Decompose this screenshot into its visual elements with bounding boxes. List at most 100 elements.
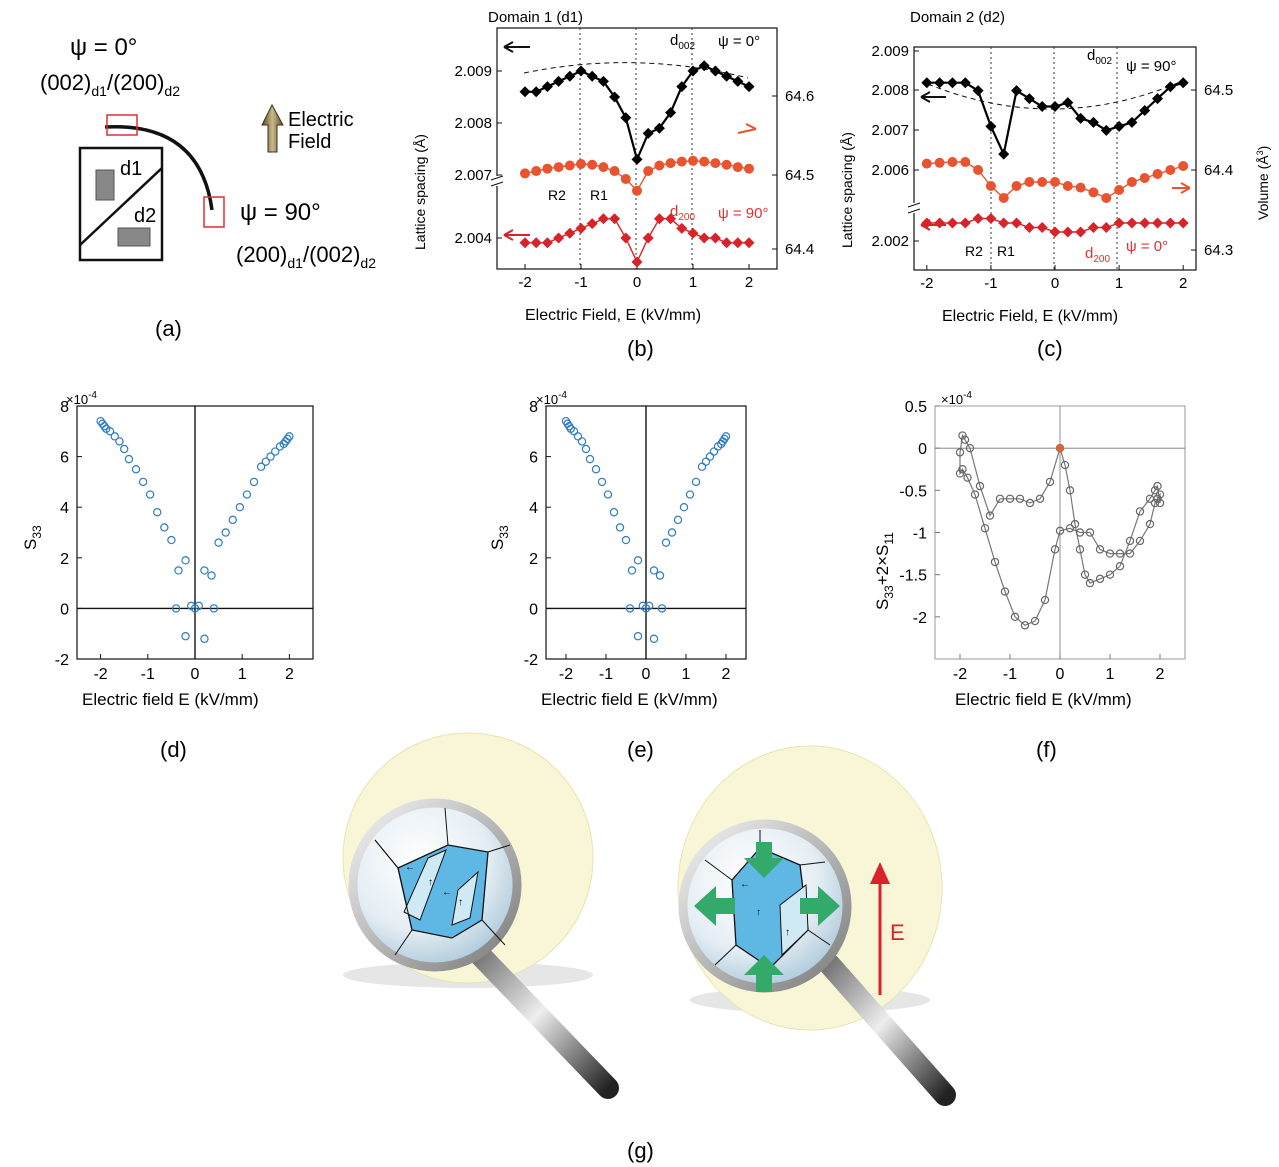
- data-point: [1070, 519, 1080, 529]
- y-tick-label-right: 64.5: [785, 167, 814, 184]
- d2-label: d2: [134, 205, 156, 227]
- data-point: [627, 566, 637, 575]
- series-2-point: [1036, 222, 1048, 233]
- series-2-point: [597, 213, 609, 225]
- series-2-point: [972, 213, 984, 224]
- panel-b-axes-frame: [496, 27, 778, 270]
- y-tick-label: 6: [529, 450, 538, 467]
- panel-b-d200-label: d200: [670, 203, 695, 223]
- data-point: [119, 444, 129, 454]
- x-tick-label: -2: [559, 666, 573, 683]
- data-point: [958, 431, 967, 440]
- x-tick-label: 2: [1156, 666, 1165, 683]
- data-point: [679, 503, 689, 512]
- data-point: [1035, 494, 1045, 503]
- panel-e: -2 -1 0 1 2 -2 0 2 4 6 8 ×10-4 S33 Electric field …: [488, 390, 747, 762]
- data-point: [975, 481, 985, 491]
- series-0-point: [1087, 116, 1099, 128]
- series-2-point: [1100, 222, 1112, 233]
- series-0-point: [1023, 93, 1035, 105]
- series-1-point: [587, 159, 598, 170]
- series-1-point: [921, 158, 932, 169]
- panel-c: Domain 2 (d2) -2 -1 0 1 2 2.009 2.008 2.007 2.00…: [839, 9, 1271, 361]
- series-1-point: [744, 163, 754, 174]
- x-tick-label: -1: [599, 666, 613, 683]
- data-point: [980, 524, 990, 533]
- data-point: [1065, 524, 1075, 533]
- panel-f-multiplier: ×10-4: [941, 390, 972, 407]
- series-1-point: [564, 160, 575, 171]
- data-point: [649, 634, 659, 643]
- series-0-point: [743, 81, 755, 93]
- series-2-point: [721, 237, 733, 249]
- data-point: [1000, 587, 1010, 596]
- series-2-point: [519, 237, 531, 249]
- domain-d2-rect: [117, 227, 151, 247]
- panel-f-label: (f): [1036, 737, 1057, 762]
- y-tick-label-left: 2.006: [871, 162, 909, 179]
- data-point: [603, 490, 613, 499]
- series-0-point: [1075, 112, 1087, 124]
- magnifier-poled: ← ↑ ↑ E: [677, 745, 956, 1106]
- series-1-point: [1075, 182, 1086, 193]
- series-2-point: [698, 232, 710, 244]
- y-tick-label-left: 2.009: [871, 43, 909, 60]
- data-point: [721, 432, 731, 441]
- data-point: [1080, 570, 1090, 579]
- series-0-point: [653, 122, 665, 134]
- y-tick-label-left: 2.007: [871, 122, 909, 139]
- data-point: [645, 601, 654, 611]
- psi0-label: ψ = 0°: [70, 34, 137, 61]
- panel-b-psi-bot: ψ = 90°: [718, 205, 768, 222]
- panel-d-label: (d): [160, 737, 187, 762]
- series-1-point: [553, 162, 564, 173]
- series-1-point: [710, 158, 721, 169]
- series-1-point: [1088, 187, 1099, 198]
- panel-c-left-axis-arrow-2-icon: [920, 219, 946, 231]
- panel-e-xlabel: Electric field E (kV/mm): [541, 690, 718, 709]
- x-tick-label: 0: [191, 666, 200, 683]
- domain-d1-rect: [95, 169, 115, 201]
- data-point: [1145, 519, 1155, 529]
- series-1-point: [1050, 177, 1060, 187]
- data-point: [995, 494, 1005, 503]
- x-tick-label: 1: [682, 666, 691, 683]
- y-tick-label: 4: [60, 500, 69, 517]
- y-tick-label: 0: [60, 601, 69, 618]
- data-point: [970, 490, 980, 499]
- series-0-point: [1164, 81, 1176, 93]
- field-label-1: Electric: [288, 109, 354, 131]
- panel-c-left-axis-arrow-icon: [920, 91, 946, 103]
- data-point: [1005, 494, 1015, 503]
- x-tick-label: 1: [1115, 275, 1123, 292]
- x-tick-label: 0: [633, 274, 641, 291]
- polarization-arrow-icon: ↑: [756, 907, 761, 918]
- data-point: [285, 432, 294, 441]
- x-tick-label: 0: [1051, 275, 1059, 292]
- data-point: [1150, 486, 1160, 495]
- series-0-point: [934, 77, 946, 89]
- series-2-point: [1062, 226, 1074, 238]
- panel-b-left-axis-arrow-2-icon: [503, 229, 530, 241]
- compression-arrow-bottom-icon: [744, 955, 784, 992]
- data-point: [271, 447, 280, 456]
- data-point: [283, 434, 292, 444]
- series-2-point: [586, 218, 598, 230]
- data-point: [581, 444, 591, 454]
- series-0-point: [1152, 93, 1164, 105]
- series-1-point: [654, 160, 665, 171]
- panel-b-r2: R2: [548, 187, 566, 203]
- series-0-point: [597, 75, 609, 87]
- data-point: [1115, 549, 1125, 558]
- polarization-arrow-icon: ←: [442, 887, 452, 898]
- data-point: [597, 477, 607, 487]
- series-0-point: [1011, 85, 1023, 97]
- panel-c-psi-top: ψ = 90°: [1126, 58, 1176, 75]
- compression-arrow-top-icon: [744, 842, 784, 878]
- data-point: [1050, 545, 1060, 554]
- series-0-point: [586, 70, 598, 82]
- plane-top-label: (002)d1/(200)d2: [40, 70, 180, 99]
- x-tick-label: 1: [238, 666, 247, 683]
- panel-c-psi-bot: ψ = 0°: [1126, 238, 1168, 255]
